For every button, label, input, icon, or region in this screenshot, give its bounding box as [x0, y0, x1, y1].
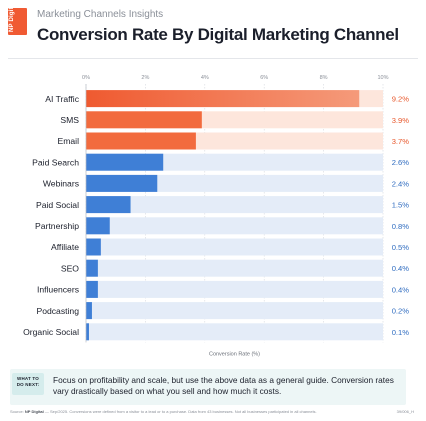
category-label: Email	[58, 136, 80, 146]
logo-text: NP Digital	[9, 1, 15, 32]
value-label: 0.4%	[392, 285, 410, 294]
bar	[86, 196, 131, 214]
category-label: Influencers	[37, 285, 79, 295]
value-label: 1.5%	[392, 201, 410, 210]
category-label: AI Traffic	[45, 94, 79, 104]
x-tick-label: 6%	[260, 75, 268, 81]
source-label: Source:	[10, 409, 24, 414]
x-tick-label: 2%	[141, 75, 149, 81]
category-label: SEO	[61, 263, 79, 273]
what-to-do-next-tag: WHAT TO DO NEXT:	[16, 376, 40, 387]
category-label: Partnership	[35, 221, 79, 231]
category-label: Paid Search	[32, 157, 79, 167]
x-tick-label: 4%	[201, 75, 209, 81]
value-label: 0.1%	[392, 328, 410, 337]
value-label: 0.8%	[392, 222, 410, 231]
bar	[86, 280, 98, 298]
bar-track	[86, 217, 383, 235]
bar-track	[86, 238, 383, 256]
bar	[86, 132, 196, 150]
category-label: SMS	[60, 115, 79, 125]
value-label: 0.5%	[392, 243, 410, 252]
source-org: NP Digital	[24, 409, 44, 414]
what-to-do-next-box	[10, 369, 406, 405]
value-label: 9.2%	[392, 95, 410, 104]
bar	[86, 174, 158, 192]
category-label: Podcasting	[36, 306, 79, 316]
bar	[86, 302, 92, 320]
bar	[86, 217, 110, 235]
x-axis-title: Conversion Rate (%)	[209, 351, 260, 357]
category-label: Webinars	[43, 179, 79, 189]
chart-code: 39/006_H	[396, 409, 414, 414]
bar	[86, 323, 89, 341]
value-label: 0.2%	[392, 307, 410, 316]
header-divider	[8, 58, 418, 59]
bar-track	[86, 174, 383, 192]
value-label: 2.4%	[392, 179, 410, 188]
bar	[86, 238, 101, 256]
what-to-do-next-tag-bg	[12, 373, 44, 395]
category-label: Organic Social	[23, 327, 79, 337]
value-label: 0.4%	[392, 264, 410, 273]
value-label: 3.7%	[392, 137, 410, 146]
source-date: — Sep/2025.	[44, 409, 69, 414]
kicker-label: Marketing Channels Insights	[37, 9, 164, 20]
what-to-do-next-text: Focus on profitability and scale, but us…	[53, 375, 394, 396]
x-tick-label: 0%	[82, 75, 90, 81]
bar-track	[86, 323, 383, 341]
x-tick-label: 10%	[377, 75, 388, 81]
bar	[86, 259, 98, 277]
source-note: Source: NP Digital — Sep/2025. Conversio…	[10, 409, 370, 414]
bar-track	[86, 196, 383, 214]
value-label: 2.6%	[392, 158, 410, 167]
category-label: Paid Social	[36, 200, 79, 210]
bar	[86, 111, 202, 129]
source-text: Conversions were defined from a visitor …	[69, 409, 317, 414]
x-tick-label: 8%	[320, 75, 328, 81]
bar-track	[86, 302, 383, 320]
chart-title: Conversion Rate By Digital Marketing Cha…	[37, 25, 399, 44]
bar-chart: 0% 2% 4% 6% 8% 10% AI Traffic 9.2% SMS 3.9% Email 3…	[23, 75, 410, 357]
bar-track	[86, 259, 383, 277]
np-digital-logo: NP Digital	[8, 2, 27, 35]
category-label: Affiliate	[51, 242, 79, 252]
bar	[86, 153, 164, 171]
value-label: 3.9%	[392, 116, 410, 125]
bar	[86, 90, 360, 108]
bar-track	[86, 280, 383, 298]
